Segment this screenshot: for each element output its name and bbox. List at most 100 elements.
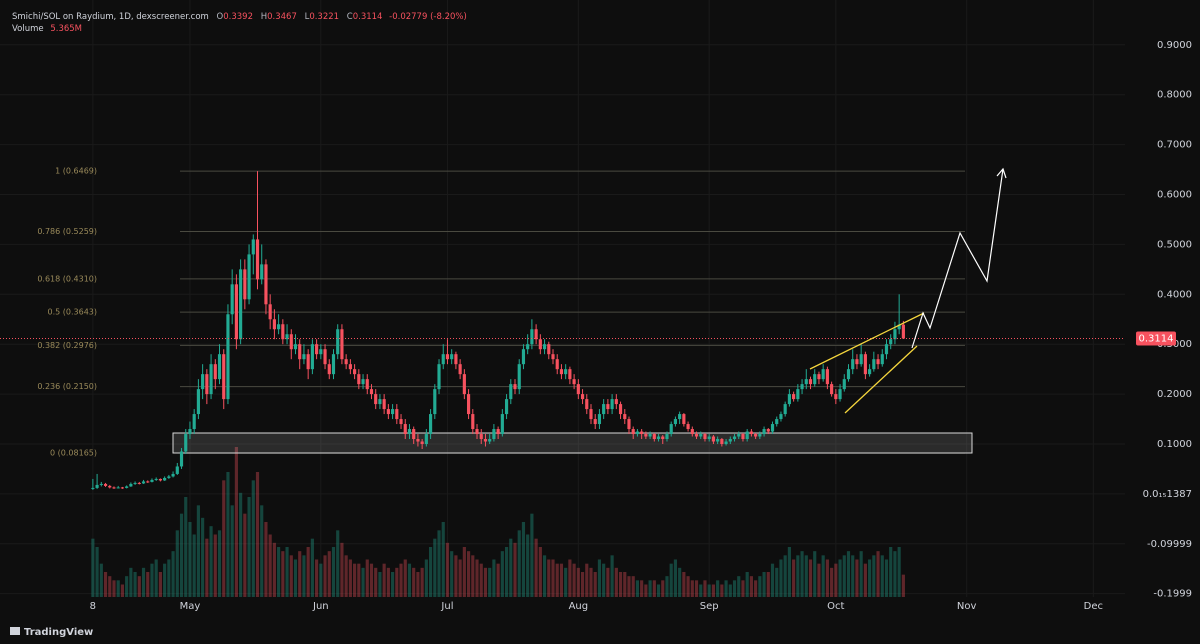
candle-body bbox=[357, 374, 361, 385]
candle-body bbox=[855, 359, 859, 365]
candle-body bbox=[813, 374, 817, 385]
volume-bar bbox=[222, 480, 226, 597]
y-tick-label: 0.2000 bbox=[1157, 389, 1192, 400]
candle-body bbox=[150, 479, 154, 482]
candle-body bbox=[175, 466, 179, 474]
candle-body bbox=[716, 439, 720, 442]
tradingview-logo: TradingView bbox=[10, 627, 93, 638]
volume-bar bbox=[686, 576, 690, 597]
candle-body bbox=[572, 379, 576, 385]
candle-body bbox=[682, 414, 686, 425]
volume-bar bbox=[103, 572, 108, 597]
volume-bar bbox=[120, 584, 125, 597]
volume-legend: Volume 5.365M bbox=[12, 23, 467, 35]
volume-bar bbox=[602, 563, 606, 597]
candle-body bbox=[817, 374, 821, 380]
wedge-lower bbox=[844, 345, 918, 414]
candle-body bbox=[492, 429, 496, 440]
candle-body bbox=[678, 414, 682, 420]
candle-body bbox=[754, 434, 758, 437]
logo-text: TradingView bbox=[24, 627, 93, 638]
projection-path bbox=[911, 168, 1004, 349]
candle-body bbox=[775, 419, 779, 425]
candle-body bbox=[196, 389, 200, 415]
volume-bar bbox=[572, 563, 576, 597]
volume-bar bbox=[420, 567, 424, 597]
volume-bar bbox=[758, 576, 762, 597]
candle-body bbox=[454, 354, 458, 365]
volume-bar bbox=[175, 530, 179, 597]
candle-body bbox=[758, 434, 762, 437]
candle-body bbox=[310, 344, 314, 370]
candle-body bbox=[99, 483, 103, 485]
candle-body bbox=[606, 404, 610, 410]
volume-bar bbox=[315, 559, 319, 597]
volume-bar bbox=[568, 559, 572, 597]
volume-bar bbox=[665, 576, 669, 597]
volume-bar bbox=[391, 572, 395, 597]
volume-bar bbox=[163, 563, 167, 597]
y-tick-label: 0.9000 bbox=[1157, 40, 1192, 51]
volume-bar bbox=[158, 572, 162, 597]
volume-bar bbox=[669, 563, 673, 597]
volume-bar bbox=[217, 530, 222, 597]
candle-body bbox=[251, 239, 255, 255]
candle-body bbox=[437, 364, 441, 390]
candle-body bbox=[728, 439, 732, 442]
candle-body bbox=[103, 483, 108, 486]
volume-bar bbox=[863, 563, 867, 597]
volume-bar bbox=[741, 580, 745, 597]
candle-body bbox=[116, 487, 120, 489]
volume-bar bbox=[445, 542, 450, 597]
volume-bar bbox=[428, 547, 433, 597]
volume-bar bbox=[749, 576, 753, 597]
volume-bar bbox=[462, 547, 466, 597]
volume-bar bbox=[226, 472, 230, 597]
candle-body bbox=[500, 414, 504, 435]
volume-bar bbox=[306, 547, 310, 597]
volume-bar bbox=[293, 559, 298, 597]
volume-bar bbox=[796, 555, 800, 597]
volume-bar bbox=[851, 555, 855, 597]
candle-body bbox=[576, 384, 580, 395]
candle-body bbox=[272, 319, 276, 330]
volume-bar bbox=[627, 576, 631, 597]
candle-body bbox=[479, 434, 483, 440]
volume-bar bbox=[137, 576, 141, 597]
symbol-title: Smichi/SOL on Raydium, 1D, dexscreener.c… bbox=[12, 12, 209, 22]
candle-body bbox=[302, 354, 306, 360]
volume-bar bbox=[673, 559, 678, 597]
volume-bar bbox=[302, 555, 306, 597]
candle-body bbox=[597, 414, 602, 425]
fib-label: 0.786 (0.5259) bbox=[37, 227, 97, 236]
volume-bar bbox=[243, 513, 247, 597]
candle-body bbox=[770, 424, 775, 432]
volume-bar bbox=[319, 563, 323, 597]
volume-bar bbox=[876, 551, 880, 597]
candle-body bbox=[340, 329, 344, 360]
volume-bar bbox=[775, 567, 779, 597]
candle-body bbox=[602, 404, 606, 415]
volume-bar bbox=[310, 538, 314, 597]
volume-bar bbox=[336, 530, 340, 597]
volume-bar bbox=[209, 526, 213, 597]
candle-body bbox=[851, 359, 855, 370]
fib-label: 0.382 (0.2976) bbox=[37, 341, 97, 350]
candle-body bbox=[378, 399, 382, 405]
candle-body bbox=[580, 394, 585, 400]
candle-body bbox=[264, 264, 268, 305]
candle-body bbox=[158, 478, 162, 481]
candle-body bbox=[745, 431, 749, 440]
candle-body bbox=[762, 429, 766, 435]
volume-bar bbox=[458, 559, 462, 597]
volume-bar bbox=[787, 547, 791, 597]
candle-body bbox=[137, 482, 141, 484]
candle-body bbox=[391, 409, 395, 415]
volume-bar bbox=[407, 563, 412, 597]
wedge-upper bbox=[809, 312, 925, 370]
volume-bar bbox=[526, 534, 530, 597]
candle-body bbox=[526, 344, 530, 350]
volume-bar bbox=[766, 572, 770, 597]
volume-bar bbox=[378, 572, 382, 597]
candle-body bbox=[141, 481, 146, 484]
